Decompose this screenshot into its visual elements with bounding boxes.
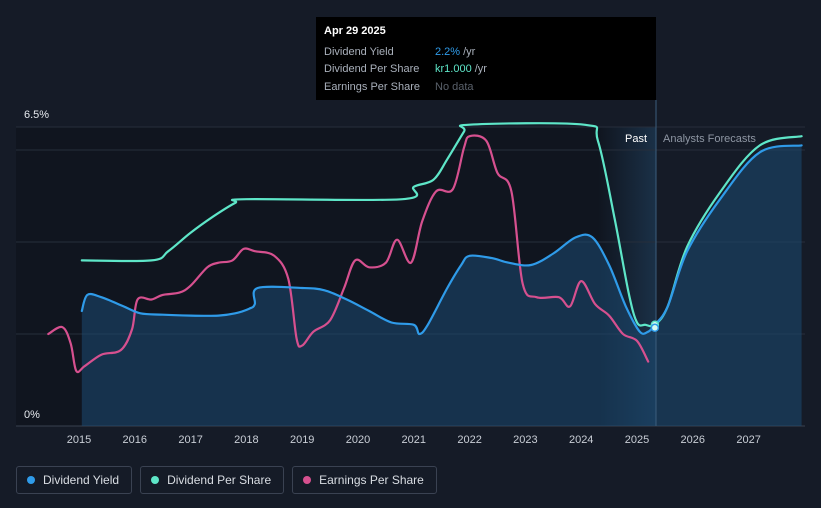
x-tick-label: 2016: [123, 434, 147, 446]
tooltip-label: Dividend Per Share: [324, 63, 420, 76]
x-tick-label: 2025: [625, 434, 649, 446]
x-tick-label: 2024: [569, 434, 593, 446]
hover-tooltip: Apr 29 2025 Dividend Yield 2.2% /yr Divi…: [316, 17, 656, 100]
tooltip-label: Earnings Per Share: [324, 80, 420, 93]
legend-item-dividend-yield[interactable]: Dividend Yield: [16, 466, 133, 494]
tooltip-row-earnings-per-share: Earnings Per Share No data: [324, 78, 648, 96]
x-tick-label: 2018: [234, 434, 258, 446]
tooltip-row-dividend-yield: Dividend Yield 2.2% /yr: [324, 43, 648, 61]
x-tick-label: 2015: [67, 434, 91, 446]
tooltip-row-dividend-per-share: Dividend Per Share kr1.000 /yr: [324, 61, 648, 79]
tooltip-date: Apr 29 2025: [324, 25, 386, 37]
x-tick-label: 2026: [681, 434, 705, 446]
legend-item-earnings-per-share[interactable]: Earnings Per Share: [292, 466, 437, 494]
y-tick-label-top: 6.5%: [24, 109, 49, 121]
x-tick-label: 2027: [736, 434, 760, 446]
tooltip-label: Dividend Yield: [324, 45, 394, 58]
dividend-yield-area: [81, 145, 802, 426]
tooltip-value: No data: [435, 80, 474, 93]
tooltip-value: 2.2%: [435, 45, 461, 58]
legend-label: Dividend Per Share: [167, 473, 272, 487]
tooltip-value: kr1.000: [435, 63, 472, 76]
legend-dot-icon: [303, 476, 312, 484]
x-tick-label: 2023: [513, 434, 537, 446]
forecast-label: Analysts Forecasts: [663, 133, 756, 145]
y-tick-label-bottom: 0%: [24, 409, 40, 421]
legend-item-dividend-per-share[interactable]: Dividend Per Share: [140, 466, 285, 494]
x-tick-label: 2017: [178, 434, 202, 446]
area-fills: [81, 145, 802, 426]
tooltip-unit: /yr: [463, 45, 476, 58]
x-tick-label: 2020: [346, 434, 370, 446]
tooltip-unit: /yr: [474, 63, 487, 76]
current-markers: [650, 320, 660, 333]
legend: Dividend Yield Dividend Per Share Earnin…: [16, 466, 437, 494]
dividend-yield-line: [80, 144, 803, 336]
dividend-yield-marker: [650, 323, 660, 333]
legend-label: Dividend Yield: [43, 473, 120, 487]
x-tick-label: 2019: [290, 434, 314, 446]
earnings-per-share-line: [47, 134, 650, 374]
legend-dot-icon: [27, 476, 35, 484]
series-lines: [47, 122, 803, 374]
legend-label: Earnings Per Share: [319, 473, 424, 487]
x-axis: 2015 2016 2017 2018 2019 2020 2021 2022 2023 2024…: [67, 434, 761, 446]
x-tick-label: 2021: [402, 434, 426, 446]
x-tick-label: 2022: [457, 434, 481, 446]
past-label: Past: [625, 133, 647, 145]
legend-dot-icon: [151, 476, 160, 484]
